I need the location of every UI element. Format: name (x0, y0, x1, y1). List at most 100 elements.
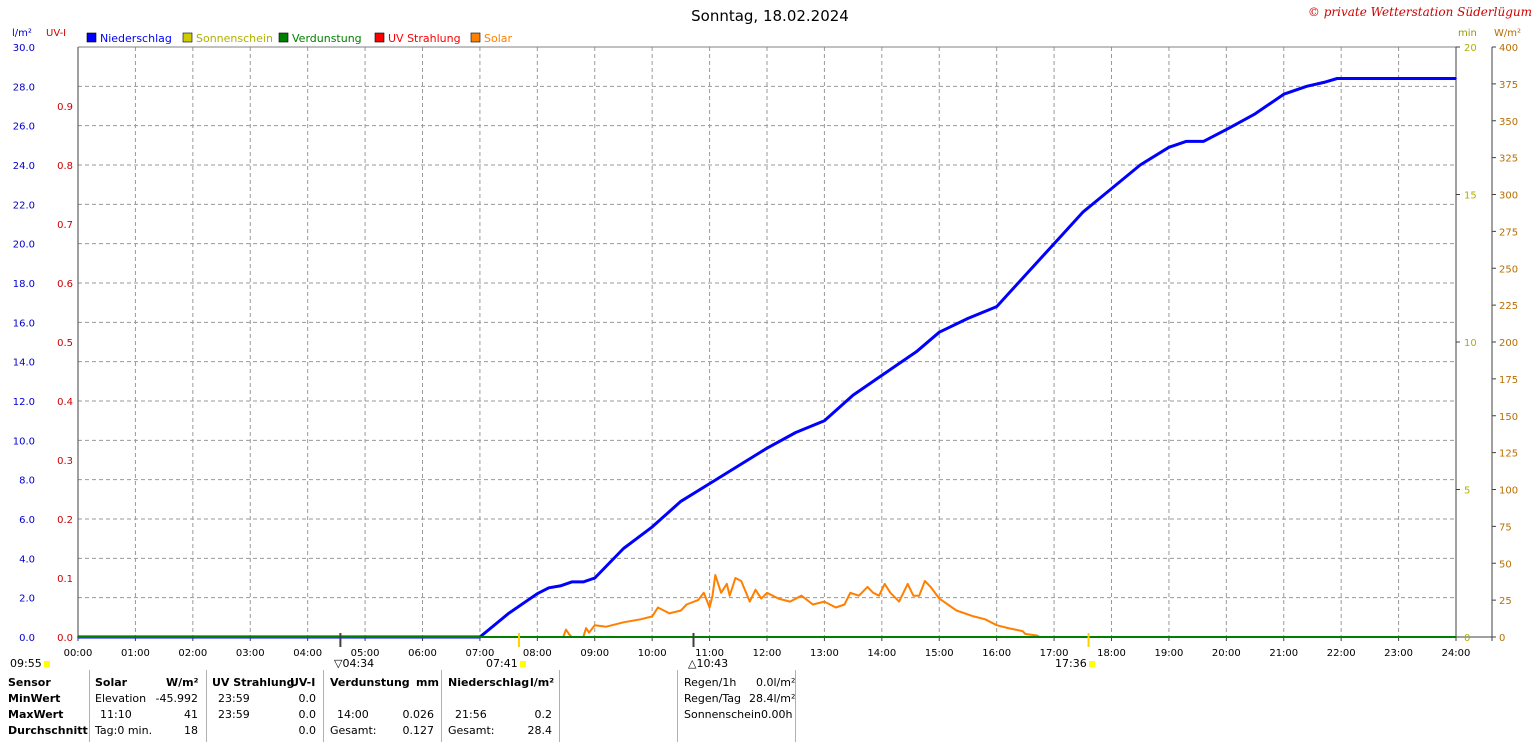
data-point (889, 591, 892, 594)
uv-min-time: 23:59 (218, 692, 250, 705)
data-point (1053, 242, 1055, 245)
nied-max-time: 21:56 (455, 708, 487, 721)
row-label-min: MinWert (8, 692, 61, 705)
data-point (995, 624, 998, 626)
y-solar-tick-label: 25 (1499, 596, 1512, 607)
data-point (77, 636, 79, 638)
y-uv-tick-label: 0.7 (57, 220, 73, 231)
data-point (680, 609, 682, 612)
y-solar-tick-label: 200 (1499, 338, 1518, 349)
data-point (835, 606, 837, 609)
uv-avg-value: 0.0 (298, 724, 317, 737)
nied-header: Niederschlag (448, 676, 530, 689)
data-point (760, 597, 763, 600)
data-point (685, 603, 688, 606)
data-point (1110, 187, 1113, 190)
y-left-tick-label: 14.0 (13, 358, 35, 369)
data-point (866, 586, 869, 588)
y-uv-tick-label: 0.2 (57, 515, 73, 526)
data-point (800, 594, 803, 597)
legend-label: Solar (484, 32, 513, 45)
data-point (657, 606, 659, 609)
row-label-avg: Durchschnitt (8, 724, 88, 737)
data-point (849, 591, 852, 594)
legend-label: UV Strahlung (388, 32, 461, 45)
data-point (938, 331, 941, 333)
x-tick-label: 13:00 (810, 648, 839, 659)
data-point (703, 591, 705, 594)
uv-header: UV Strahlung (212, 676, 295, 689)
data-point (881, 374, 883, 377)
data-point (1336, 77, 1338, 80)
y-solar-tick-label: 75 (1499, 522, 1512, 533)
data-point (708, 606, 711, 609)
copyright-label: © private Wetterstation Süderlügum (1308, 5, 1532, 19)
data-point (668, 612, 671, 615)
data-point (766, 591, 768, 594)
y-left-tick-label: 2.0 (19, 594, 35, 605)
data-point (708, 482, 711, 485)
unit-right-outer: W/m² (1494, 28, 1521, 39)
x-tick-label: 05:00 (351, 648, 380, 659)
x-tick-label: 09:00 (580, 648, 609, 659)
data-point (1021, 630, 1024, 632)
row-label-max: MaxWert (8, 708, 64, 721)
x-tick-label: 02:00 (178, 648, 207, 659)
solar-min-label: Elevation (95, 692, 147, 705)
y-uv-tick-label: 0.9 (57, 102, 73, 113)
x-tick-label: 04:00 (293, 648, 322, 659)
data-point (852, 394, 854, 396)
sun-dot-icon (1088, 661, 1095, 667)
data-point (777, 597, 780, 600)
y-solar-tick-label: 350 (1499, 117, 1518, 128)
verd-unit: mm (416, 676, 439, 689)
x-tick-label: 03:00 (236, 648, 265, 659)
regen-1h-label: Regen/1h (684, 676, 737, 689)
data-point (823, 419, 826, 422)
marker-noon: △10:43 (688, 657, 728, 670)
uv-max-time: 23:59 (218, 708, 250, 721)
data-point (938, 597, 941, 600)
y-min-tick-label: 10 (1464, 338, 1477, 349)
data-point (812, 603, 814, 606)
data-point (1036, 634, 1038, 637)
data-point (1282, 93, 1285, 95)
data-point (734, 577, 737, 579)
data-point (883, 583, 886, 585)
data-point (726, 583, 728, 585)
x-tick-label: 19:00 (1155, 648, 1184, 659)
data-point (548, 587, 550, 589)
regen-tag-value: 28.4l/m² (749, 692, 796, 705)
x-tick-label: 10:00 (638, 648, 667, 659)
y-left-tick-label: 8.0 (19, 476, 35, 487)
data-point (898, 600, 900, 603)
data-point (1305, 85, 1308, 88)
y-solar-tick-label: 100 (1499, 486, 1518, 497)
y-left-tick-label: 10.0 (13, 436, 35, 447)
data-point (622, 547, 625, 550)
marker-sunset-label: 17:36 (1055, 657, 1087, 670)
x-tick-label: 21:00 (1269, 648, 1298, 659)
marker-sunrise: ▽04:34 (334, 657, 374, 670)
sun-dot-icon (43, 661, 50, 667)
series-solar (562, 574, 1041, 638)
data-point (1323, 81, 1325, 84)
data-point (872, 591, 875, 594)
data-point (754, 589, 757, 591)
data-point (1081, 211, 1084, 213)
solar-unit: W/m² (166, 676, 199, 689)
legend-swatch (86, 32, 97, 43)
solar-min-value: -45.992 (155, 692, 198, 705)
legend-swatch (374, 32, 385, 43)
data-point (593, 624, 596, 626)
chart-title: Sonntag, 18.02.2024 (691, 7, 849, 25)
data-point (995, 305, 998, 308)
x-tick-label: 18:00 (1097, 648, 1126, 659)
sonnenschein-label: Sonnenschein (684, 708, 761, 721)
y-solar-tick-label: 325 (1499, 154, 1518, 165)
data-point (1455, 636, 1457, 638)
y-left-tick-label: 30.0 (13, 43, 35, 54)
solar-max-value: 41 (184, 708, 198, 721)
y-min-tick-label: 15 (1464, 191, 1477, 202)
uv-min-value: 0.0 (298, 692, 317, 705)
